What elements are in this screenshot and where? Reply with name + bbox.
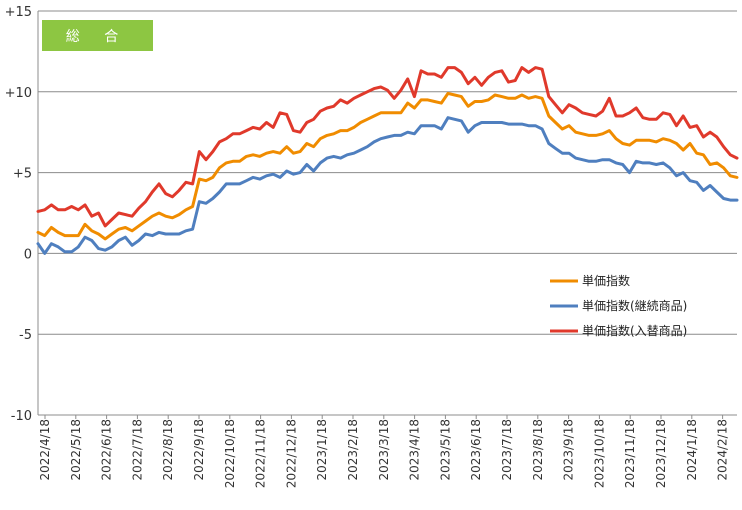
x-tick-label: 2022/6/18 (100, 419, 114, 481)
legend-label-unit-price-index-continuing: 単価指数(継続商品) (582, 298, 687, 313)
axes (37, 11, 737, 416)
title-badge: 総 合 (42, 20, 153, 51)
gridlines (38, 10, 737, 335)
x-tick-label: 2023/2/18 (346, 419, 360, 481)
series-line-unit-price-index (36, 91, 739, 241)
y-tick-label: +5 (13, 167, 32, 182)
x-tick-label: 2023/6/18 (469, 419, 483, 481)
chart-title: 総 合 (66, 29, 128, 45)
x-tick-label: 2022/5/18 (69, 419, 83, 481)
y-tick-label: +15 (5, 5, 32, 20)
series-lines (36, 66, 739, 255)
y-tick-label: -10 (11, 409, 32, 424)
y-tick-label: +10 (5, 86, 32, 101)
series-line-unit-price-index-continuing (36, 116, 739, 255)
x-tick-label: 2022/11/18 (254, 419, 268, 488)
x-tick-label: 2023/10/18 (592, 419, 606, 488)
x-tick-label: 2022/7/18 (130, 419, 144, 481)
x-tick-label: 2022/9/18 (192, 419, 206, 481)
y-tick-label: 0 (24, 247, 32, 262)
x-tick-label: 2023/1/18 (315, 419, 329, 481)
x-axis-ticks: 2022/4/18 2022/5/18 2022/6/18 2022/7/18 2022… (38, 415, 730, 488)
x-tick-label: 2022/4/18 (38, 419, 52, 481)
x-tick-label: 2023/7/18 (500, 419, 514, 481)
x-tick-label: 2023/3/18 (377, 419, 391, 481)
legend-label-unit-price-index-replacement: 単価指数(入替商品) (582, 323, 687, 338)
x-tick-label: 2023/12/18 (654, 419, 668, 488)
x-tick-label: 2023/9/18 (562, 419, 576, 481)
x-tick-label: 2022/10/18 (223, 419, 237, 488)
y-tick-label: -5 (19, 328, 32, 343)
x-tick-label: 2023/5/18 (438, 419, 452, 481)
x-tick-label: 2023/4/18 (408, 419, 422, 481)
x-tick-label: 2023/8/18 (531, 419, 545, 481)
x-tick-label: 2022/12/18 (284, 419, 298, 488)
x-tick-label: 2024/2/18 (716, 419, 730, 481)
x-tick-label: 2023/11/18 (623, 419, 637, 488)
y-axis-ticks: +15 +10 +5 0 -5 -10 (5, 5, 32, 424)
legend-label-unit-price-index: 単価指数 (582, 273, 630, 288)
x-tick-label: 2024/1/18 (685, 419, 699, 481)
title-badge-background (42, 20, 153, 51)
x-tick-label: 2022/8/18 (161, 419, 175, 481)
series-line-unit-price-index-replacement (36, 66, 739, 228)
